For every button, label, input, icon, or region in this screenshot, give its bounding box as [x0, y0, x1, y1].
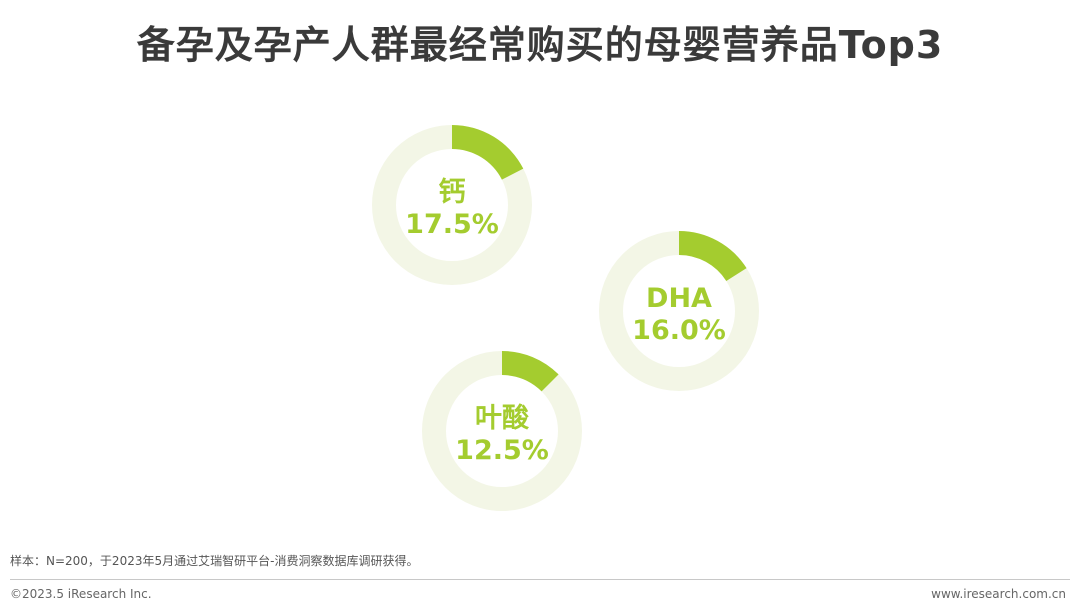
copyright-text: ©2023.5 iResearch Inc. — [10, 587, 152, 601]
donut-arc-folic-acid — [502, 351, 559, 392]
donut-value-calcium: 17.5% — [405, 209, 499, 240]
donut-name-folic-acid: 叶酸 — [475, 403, 530, 434]
chart-title: 备孕及孕产人群最经常购买的母婴营养品Top3 — [136, 23, 944, 67]
donut-arc-calcium — [452, 125, 524, 180]
donut-folic-acid: 叶酸 12.5% — [422, 351, 582, 511]
donut-name-dha: DHA — [646, 283, 712, 314]
footer-divider — [10, 579, 1070, 580]
website-link[interactable]: www.iresearch.com.cn — [931, 587, 1066, 601]
donut-name-calcium: 钙 — [439, 177, 466, 208]
sample-source-note: 样本：N=200，于2023年5月通过艾瑞智研平台-消费洞察数据库调研获得。 — [10, 554, 419, 568]
donut-arc-dha — [679, 231, 747, 281]
donut-value-dha: 16.0% — [632, 315, 726, 346]
donut-dha: DHA 16.0% — [599, 231, 759, 391]
donut-value-folic-acid: 12.5% — [455, 435, 549, 466]
donut-calcium: 钙 17.5% — [372, 125, 532, 285]
